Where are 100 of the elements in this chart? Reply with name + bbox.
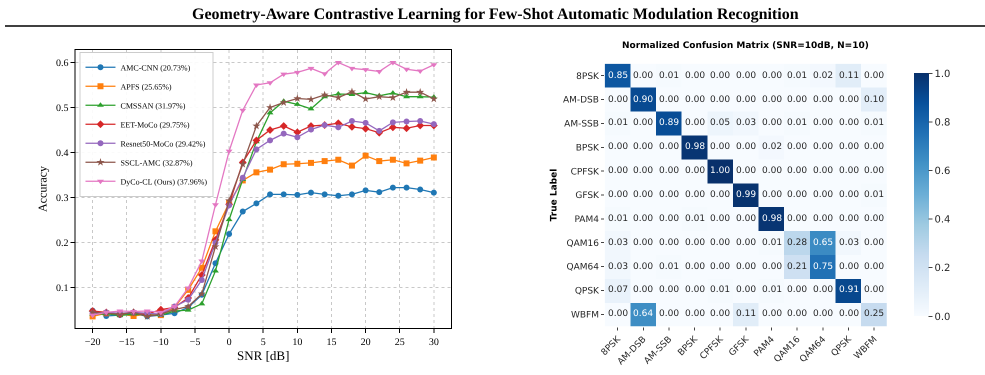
data-label: 0.00 (864, 142, 884, 152)
data-label: 0.90 (633, 95, 654, 105)
point (362, 120, 369, 126)
point (198, 276, 205, 283)
y-tick-label: 0.4 (56, 148, 69, 160)
y-axis-title: True Label (549, 168, 560, 222)
point (375, 92, 384, 100)
data-label: 0.00 (839, 142, 860, 152)
data-label: 0.01 (762, 238, 782, 248)
point (376, 128, 382, 134)
data-label: 0.00 (813, 285, 834, 295)
data-label: 0.10 (864, 95, 884, 105)
x-tick-label: −20 (84, 337, 100, 348)
data-label: 0.00 (736, 262, 756, 272)
data-label: 0.05 (710, 118, 730, 128)
data-label: 0.00 (608, 95, 628, 105)
data-label: 0.03 (608, 238, 628, 248)
point (388, 93, 397, 102)
point (253, 146, 260, 152)
data-label: 0.00 (710, 309, 730, 319)
color-bar-label: 0.6 (934, 166, 950, 177)
point (267, 166, 274, 173)
color-bar-label: 0.4 (934, 214, 950, 226)
data-label: 0.00 (839, 166, 860, 176)
data-label: 0.00 (736, 238, 756, 248)
data-label: 0.01 (608, 214, 628, 224)
point (308, 126, 314, 133)
data-label: 0.00 (685, 285, 706, 295)
data-label: 0.00 (736, 95, 756, 105)
data-label: 0.64 (633, 309, 654, 319)
point (403, 68, 410, 72)
point (362, 187, 369, 194)
point (417, 158, 424, 164)
data-label: 0.00 (762, 71, 782, 81)
data-label: 0.00 (762, 95, 782, 105)
y-tick-label: 8PSK (576, 72, 600, 82)
data-label: 0.02 (762, 142, 782, 152)
data-label: 0.00 (659, 238, 680, 248)
x-tick-label: −5 (190, 337, 200, 348)
data-label: 0.00 (839, 95, 860, 105)
data-label: 0.03 (839, 238, 860, 248)
point (402, 88, 411, 96)
y-tick-label: QAM64 (566, 262, 600, 273)
point (252, 122, 260, 130)
data-label: 0.00 (864, 238, 884, 248)
point (225, 196, 234, 204)
legend-label: CMSSAN (31.97%) (120, 101, 186, 110)
point (280, 130, 287, 137)
point (211, 242, 220, 250)
data-label: 0.00 (710, 95, 730, 105)
point (280, 122, 288, 130)
data-label: 0.00 (762, 262, 782, 272)
point (430, 154, 437, 160)
data-label: 0.00 (787, 309, 808, 319)
data-label: 0.00 (839, 214, 860, 224)
legend-label: EET-MoCo (29.75%) (120, 120, 190, 130)
data-label: 0.00 (813, 142, 834, 152)
data-label: 0.11 (839, 71, 860, 81)
data-label: 0.01 (608, 118, 628, 128)
point (390, 119, 396, 126)
data-label: 0.00 (633, 71, 654, 81)
data-label: 0.00 (864, 214, 884, 224)
y-tick-label: QPSK (574, 286, 600, 297)
point (417, 118, 424, 124)
data-label: 0.00 (659, 142, 680, 152)
data-label: 0.00 (633, 238, 654, 248)
data-label: 0.01 (864, 118, 884, 128)
data-label: 0.91 (839, 285, 860, 295)
data-label: 0.02 (813, 71, 834, 81)
data-label: 0.00 (685, 95, 706, 105)
point (267, 137, 274, 144)
data-label: 0.00 (710, 262, 730, 272)
data-label: 0.00 (813, 214, 834, 224)
point (294, 192, 300, 198)
data-label: 0.01 (787, 71, 808, 81)
data-label: 0.00 (685, 118, 706, 128)
data-label: 0.00 (839, 262, 860, 272)
x-tick-label: 0 (226, 337, 232, 348)
point (376, 158, 382, 164)
point (348, 88, 356, 96)
point (348, 122, 356, 131)
x-tick-label: 10 (292, 337, 302, 348)
data-label: 1.00 (710, 166, 730, 176)
point (416, 88, 424, 96)
data-label: 0.21 (787, 262, 808, 272)
data-label: 0.01 (685, 214, 706, 224)
data-label: 0.00 (710, 71, 730, 81)
point (404, 118, 410, 124)
data-label: 0.00 (685, 238, 706, 248)
point (308, 106, 314, 110)
point (404, 160, 410, 166)
data-label: 0.00 (685, 190, 706, 200)
data-label: 0.00 (787, 285, 808, 295)
point (322, 191, 328, 198)
point (212, 268, 219, 272)
point (348, 118, 355, 124)
point (402, 124, 410, 132)
point (376, 189, 382, 196)
x-tick-label: 25 (394, 337, 405, 348)
y-tick-label: QAM16 (566, 238, 600, 249)
